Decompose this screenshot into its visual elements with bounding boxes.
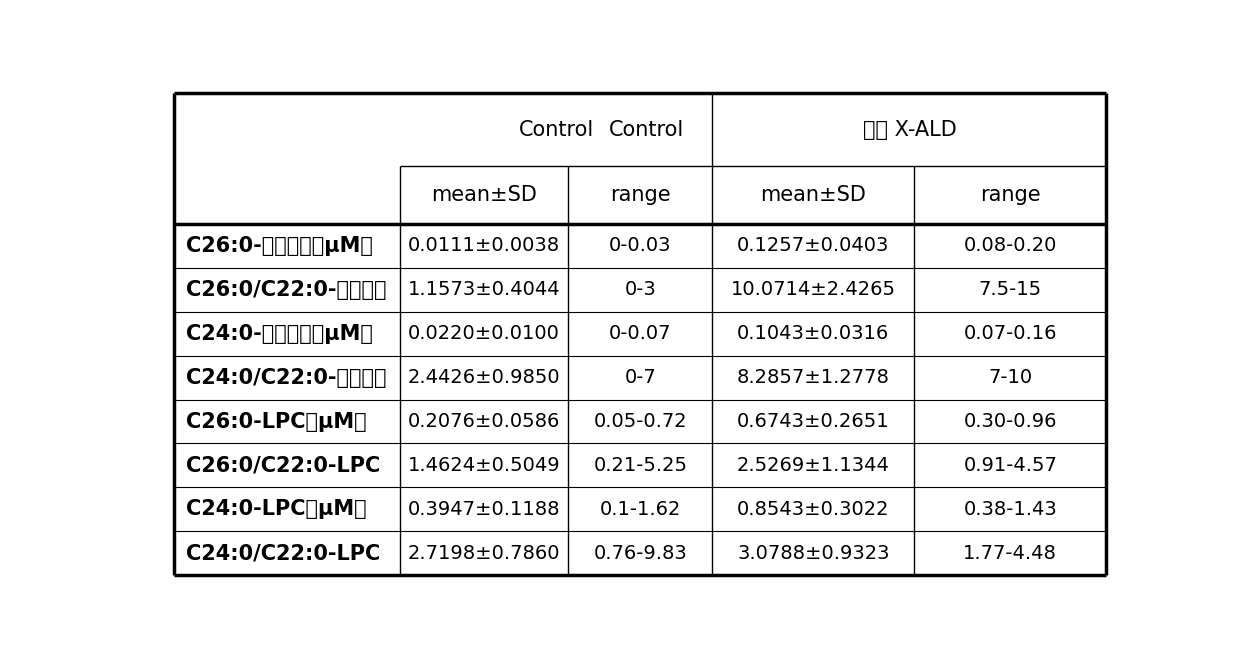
Text: C26:0/C22:0-LPC: C26:0/C22:0-LPC xyxy=(186,456,379,475)
Text: 2.5269±1.1344: 2.5269±1.1344 xyxy=(737,456,890,475)
Text: Control: Control xyxy=(518,120,594,140)
Text: C26:0/C22:0-酰基肉碱: C26:0/C22:0-酰基肉碱 xyxy=(186,280,386,300)
Text: 0.76-9.83: 0.76-9.83 xyxy=(594,544,687,563)
Text: range: range xyxy=(610,185,671,205)
Text: 2.4426±0.9850: 2.4426±0.9850 xyxy=(408,368,560,387)
Text: 3.0788±0.9323: 3.0788±0.9323 xyxy=(737,544,889,563)
Text: 0.1-1.62: 0.1-1.62 xyxy=(600,500,681,519)
Text: 0-3: 0-3 xyxy=(625,280,656,299)
Text: 0.6743±0.2651: 0.6743±0.2651 xyxy=(737,412,889,431)
Text: mean±SD: mean±SD xyxy=(432,185,537,205)
Text: 0.07-0.16: 0.07-0.16 xyxy=(963,324,1056,343)
Text: 0-0.07: 0-0.07 xyxy=(609,324,672,343)
Text: 0.2076±0.0586: 0.2076±0.0586 xyxy=(408,412,560,431)
Text: 脑型 X-ALD: 脑型 X-ALD xyxy=(863,120,956,140)
Text: 0-7: 0-7 xyxy=(625,368,656,387)
Text: C24:0-LPC（μM）: C24:0-LPC（μM） xyxy=(186,499,366,520)
Text: C24:0-酰基肉碱（μM）: C24:0-酰基肉碱（μM） xyxy=(186,323,373,344)
Text: 0.30-0.96: 0.30-0.96 xyxy=(963,412,1056,431)
Text: 0.08-0.20: 0.08-0.20 xyxy=(963,236,1056,256)
Text: mean±SD: mean±SD xyxy=(760,185,867,205)
Text: 8.2857±1.2778: 8.2857±1.2778 xyxy=(737,368,890,387)
Text: C26:0-LPC（μM）: C26:0-LPC（μM） xyxy=(186,411,366,432)
Text: 7.5-15: 7.5-15 xyxy=(978,280,1042,299)
Text: 0.1043±0.0316: 0.1043±0.0316 xyxy=(737,324,889,343)
Text: 0.8543±0.3022: 0.8543±0.3022 xyxy=(737,500,889,519)
Text: C26:0-酰基肉碱（μM）: C26:0-酰基肉碱（μM） xyxy=(186,236,373,256)
Text: 0.3947±0.1188: 0.3947±0.1188 xyxy=(408,500,560,519)
Text: 0.0220±0.0100: 0.0220±0.0100 xyxy=(408,324,560,343)
Text: Control: Control xyxy=(609,120,684,140)
Text: 7-10: 7-10 xyxy=(988,368,1033,387)
Text: 1.77-4.48: 1.77-4.48 xyxy=(963,544,1058,563)
Text: 0.05-0.72: 0.05-0.72 xyxy=(594,412,687,431)
Text: 0.1257±0.0403: 0.1257±0.0403 xyxy=(737,236,889,256)
Text: 2.7198±0.7860: 2.7198±0.7860 xyxy=(408,544,560,563)
Text: 0.38-1.43: 0.38-1.43 xyxy=(963,500,1058,519)
Text: 10.0714±2.4265: 10.0714±2.4265 xyxy=(730,280,895,299)
Text: 1.1573±0.4044: 1.1573±0.4044 xyxy=(408,280,560,299)
Text: 0.91-4.57: 0.91-4.57 xyxy=(963,456,1058,475)
Text: C24:0/C22:0-酰基肉碱: C24:0/C22:0-酰基肉碱 xyxy=(186,368,386,387)
Text: 0.21-5.25: 0.21-5.25 xyxy=(593,456,687,475)
Text: 0.0111±0.0038: 0.0111±0.0038 xyxy=(408,236,560,256)
Text: range: range xyxy=(980,185,1040,205)
Text: C24:0/C22:0-LPC: C24:0/C22:0-LPC xyxy=(186,543,379,563)
Text: 1.4624±0.5049: 1.4624±0.5049 xyxy=(408,456,560,475)
Text: 0-0.03: 0-0.03 xyxy=(609,236,672,256)
